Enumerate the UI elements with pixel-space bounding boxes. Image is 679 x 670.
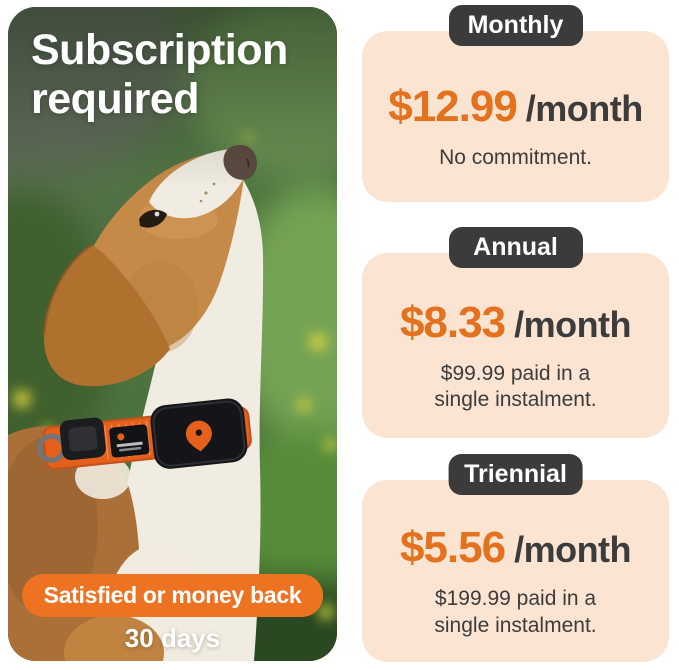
headline: Subscription required <box>31 26 288 124</box>
price-row: $5.56 /month <box>399 523 632 573</box>
gps-collar <box>37 398 252 470</box>
plan-period: /month <box>514 529 632 571</box>
plan-note-line2: single instalment. <box>434 388 597 411</box>
price-row: $8.33 /month <box>399 297 632 348</box>
plan-card-triennial: Triennial $5.56 /month $199.99 paid in a… <box>362 454 669 662</box>
money-back-duration: 30 days <box>124 623 221 653</box>
beagle-dog <box>8 144 264 661</box>
dog-eye <box>139 209 167 228</box>
plan-note: No commitment. <box>439 145 592 171</box>
headline-shade <box>8 7 337 187</box>
plan-note-line1: No commitment. <box>439 145 592 169</box>
dog-ear <box>43 245 170 387</box>
plan-note-line1: $99.99 paid in a <box>440 361 591 385</box>
money-back-pill: Satisfied or money back <box>21 574 324 617</box>
plan-price: $12.99 <box>388 81 518 131</box>
headline-line1: Subscription <box>31 26 288 74</box>
plan-period: /month <box>514 303 632 345</box>
dog-photo-illustration <box>8 7 337 661</box>
plan-period: /month <box>525 87 643 129</box>
plan-card-annual: Annual $8.33 /month $99.99 paid in a sin… <box>362 227 669 438</box>
location-pin-icon <box>185 420 212 452</box>
price-row: $12.99 /month <box>388 82 643 132</box>
plan-price: $5.56 <box>399 523 506 573</box>
plan-note: $99.99 paid in a single instalment. <box>434 361 596 414</box>
plan-badge: Monthly <box>448 5 583 46</box>
plan-note-line1: $199.99 paid in a <box>434 587 597 611</box>
plan-price: $8.33 <box>399 297 506 347</box>
gps-tracker <box>150 398 248 469</box>
collar-brand-label <box>109 424 150 458</box>
plan-badge: Annual <box>448 227 583 268</box>
plan-note: $199.99 paid in a single instalment. <box>434 586 596 639</box>
plan-note-line2: single instalment. <box>434 613 597 637</box>
plan-card-monthly: Monthly $12.99 /month No commitment. <box>362 5 669 202</box>
headline-line2: required <box>31 75 200 124</box>
photo-panel: Subscription required Satisfied or money… <box>8 7 337 661</box>
pricing-plans: Monthly $12.99 /month No commitment. Ann… <box>362 0 669 670</box>
plan-badge: Triennial <box>448 454 583 495</box>
chest-tan-patch <box>64 615 164 661</box>
